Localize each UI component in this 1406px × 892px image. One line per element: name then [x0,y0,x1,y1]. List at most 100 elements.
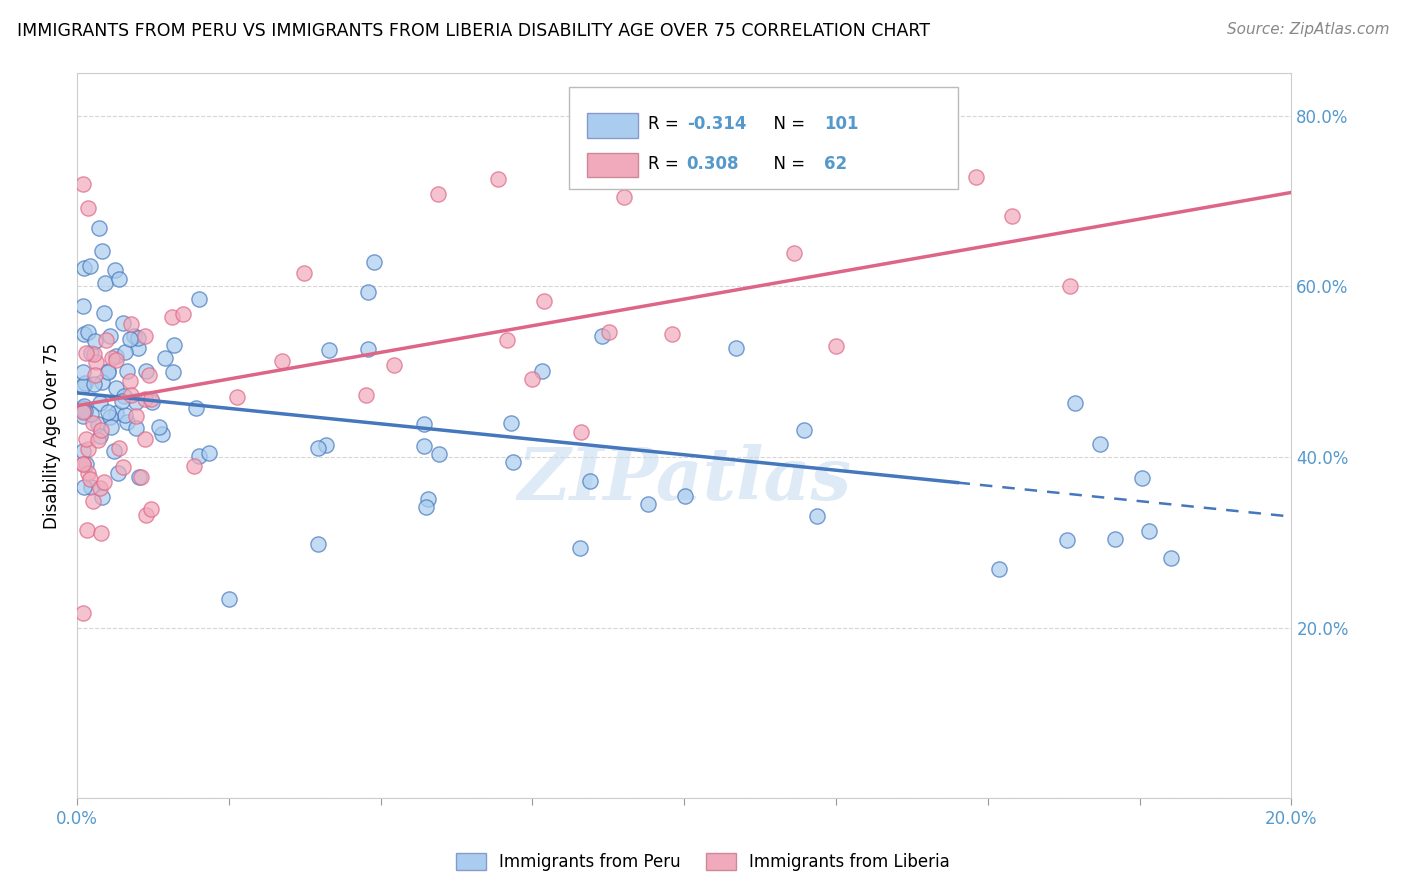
Point [72,606,94,620]
Point [73,403,96,417]
Point [72,401,94,415]
Point [965,169,987,184]
Point [120,331,142,345]
Point [124,409,146,424]
Point [150,426,173,441]
Point [661,326,683,341]
Point [725,341,748,355]
Point [127,331,149,345]
Point [89,396,111,410]
Text: R =: R = [648,115,683,134]
Point [80,346,103,360]
Point [184,401,207,415]
Text: IMMIGRANTS FROM PERU VS IMMIGRANTS FROM LIBERIA DISABILITY AGE OVER 75 CORRELATI: IMMIGRANTS FROM PERU VS IMMIGRANTS FROM … [17,22,929,40]
Point [104,406,127,420]
Point [141,502,163,516]
FancyBboxPatch shape [569,87,957,189]
Point [111,460,134,475]
Point [183,459,205,474]
FancyBboxPatch shape [588,153,638,178]
Text: 101: 101 [824,115,859,134]
Point [79,472,101,486]
Text: 62: 62 [824,155,846,173]
Point [141,394,163,409]
Point [120,318,142,332]
Point [97,405,120,419]
Point [598,325,620,339]
Point [162,365,184,379]
Point [97,365,120,379]
Point [75,458,97,472]
Point [72,379,94,393]
Point [1056,533,1078,548]
Point [530,364,553,378]
Text: 0.308: 0.308 [686,155,740,173]
FancyBboxPatch shape [588,113,638,137]
Point [499,416,522,430]
Point [72,404,94,418]
Point [72,444,94,458]
Point [84,368,107,382]
Point [89,221,111,235]
Point [921,148,943,162]
Point [148,420,170,434]
Point [198,446,221,460]
Point [1137,524,1160,539]
Point [91,244,114,259]
Point [384,358,406,372]
Point [1001,209,1024,223]
Point [357,285,380,299]
Point [73,480,96,494]
Point [72,405,94,419]
Point [104,349,127,363]
Point [825,339,848,353]
Point [73,327,96,342]
Point [87,417,110,432]
Point [93,305,115,319]
Point [97,364,120,378]
Point [218,592,240,607]
Point [134,392,156,406]
Point [73,400,96,414]
Point [160,310,183,325]
Point [72,299,94,313]
Point [502,455,524,469]
Point [90,423,112,437]
Point [80,480,103,494]
Point [520,372,543,386]
Point [569,425,592,439]
Point [93,276,115,290]
Point [172,307,194,321]
Point [793,423,815,437]
Point [98,410,121,425]
Point [1130,471,1153,485]
Point [579,474,602,488]
Point [118,374,141,388]
Point [187,292,209,306]
Point [356,342,378,356]
Point [135,364,157,378]
Point [77,467,100,481]
Point [134,432,156,446]
Point [72,402,94,417]
Point [427,447,450,461]
Point [318,343,340,357]
Point [155,351,177,365]
Point [72,457,94,471]
Point [354,388,377,402]
Point [120,388,142,402]
Point [1059,279,1081,293]
Point [363,255,385,269]
Point [307,441,329,455]
Point [131,470,153,484]
Point [103,263,125,277]
Text: R =: R = [648,155,683,173]
Point [76,201,98,215]
Point [124,421,146,435]
Point [613,190,636,204]
Point [89,481,111,495]
Point [72,409,94,423]
Point [83,347,105,361]
Point [80,408,103,422]
Point [112,316,135,330]
